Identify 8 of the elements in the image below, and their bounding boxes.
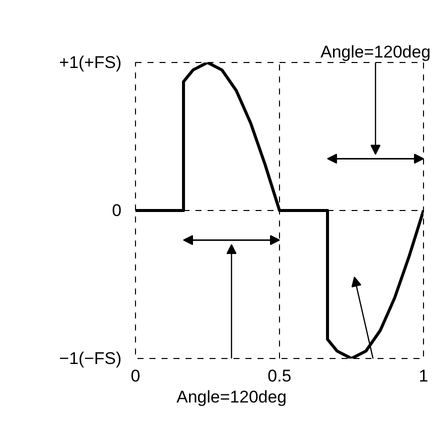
- x-tick-label: 0.5: [268, 366, 292, 386]
- text: Angle=120deg: [320, 42, 431, 62]
- y-tick-label: +1(+FS): [59, 53, 122, 72]
- y-tick-label: 0: [112, 201, 122, 220]
- x-tick-label: 1: [418, 366, 428, 386]
- text: Angle=120deg: [176, 388, 287, 406]
- y-tick-label: −1(−FS): [59, 349, 122, 368]
- x-tick-label: 0: [130, 366, 140, 386]
